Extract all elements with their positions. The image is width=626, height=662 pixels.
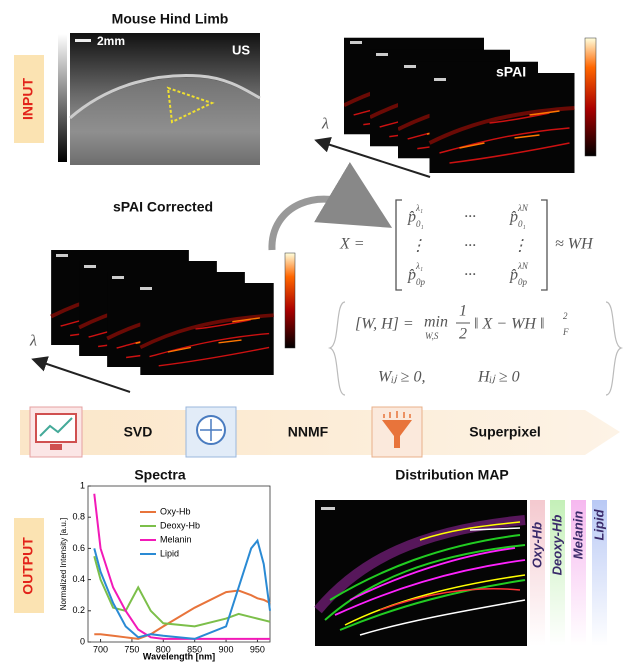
gray-colorbar [58, 34, 67, 162]
decoration [376, 53, 388, 56]
scale-label: 2mm [97, 34, 125, 48]
decoration [140, 283, 273, 375]
legend-label: Lipid [160, 548, 179, 558]
legend-label: Melanin [160, 534, 192, 544]
eq-lhs: X = [339, 236, 365, 253]
x-tick-label: 950 [250, 644, 265, 654]
decoration [430, 73, 575, 173]
x-tick-label: 750 [124, 644, 139, 654]
eq-rhs: ≈ WH [555, 236, 594, 253]
decoration [404, 65, 416, 68]
matrix-cell: ··· [464, 267, 476, 284]
matrix-cell-sup: λN [517, 203, 529, 213]
pipeline-step: Superpixel [469, 424, 541, 440]
decoration [50, 444, 62, 450]
matrix-cell: p̂ [407, 209, 416, 226]
spai-stack [344, 38, 575, 173]
matrix-cell: p̂ [509, 209, 518, 226]
matrix-cell-sup: λN [517, 261, 529, 271]
opt-norm: ‖ X − WH ‖ [474, 316, 544, 333]
opt-op: min [424, 314, 448, 331]
svd-icon [30, 407, 82, 457]
spai-label: sPAI [496, 64, 526, 80]
y-tick-label: 0 [80, 636, 85, 646]
pipeline-step: NNMF [288, 424, 329, 440]
opt-den: 2 [459, 326, 467, 343]
distribution-map [315, 500, 527, 646]
decoration [434, 78, 446, 81]
us-title: Mouse Hind Limb [112, 11, 229, 27]
decoration [36, 414, 76, 442]
matrix-cell-sup: λ₁ [415, 261, 423, 271]
hot-colorbar [285, 253, 295, 348]
matrix-cell: ··· [464, 238, 476, 255]
figure: INPUT Mouse Hind Limb 2mm US sPAI λ sPAI… [0, 0, 626, 662]
superpixel-icon [372, 407, 422, 457]
y-tick-label: 1 [80, 480, 85, 490]
matrix-cell-sub: 0p [518, 277, 528, 287]
legend-label: Deoxy-Hb [160, 520, 200, 530]
decoration [321, 507, 335, 510]
decoration [56, 254, 68, 257]
legend-label: Oxy-Hb [160, 506, 191, 516]
constraint: Hᵢⱼ ≥ 0 [477, 369, 520, 386]
opt-norm-sup: 2 [563, 311, 568, 321]
matrix-cell-sub: 0₁ [416, 219, 424, 229]
matrix-cell: p̂ [407, 267, 416, 284]
hot-colorbar [585, 38, 596, 156]
map-label: Oxy-Hb [529, 522, 544, 568]
opt-num: 1 [459, 303, 467, 320]
chart-title: Spectra [134, 467, 186, 483]
nnmf-icon [186, 407, 236, 457]
y-tick-label: 0.2 [72, 605, 85, 615]
y-tick-label: 0.4 [72, 574, 85, 584]
y-tick-label: 0.8 [72, 512, 85, 522]
matrix-cell: p̂ [509, 267, 518, 284]
decoration [112, 276, 124, 279]
decoration [84, 265, 96, 268]
lambda-label: λ [29, 333, 37, 350]
matrix-cell: ⋮ [512, 238, 528, 255]
opt-lhs: [W, H] = [355, 316, 414, 333]
output-label: OUTPUT [20, 537, 36, 595]
matrix-cell-sub: 0p [416, 277, 426, 287]
y-axis-label: Normalized Intensity [a.u.] [59, 518, 68, 610]
pipeline-step: SVD [124, 424, 153, 440]
map-label: Melanin [570, 511, 585, 559]
opt-op-sub: W,S [425, 331, 439, 341]
x-tick-label: 700 [93, 644, 108, 654]
map-label: Deoxy-Hb [549, 515, 564, 576]
decoration [140, 287, 152, 290]
matrix-cell-sub: 0₁ [518, 219, 526, 229]
map-title: Distribution MAP [395, 467, 509, 483]
corrected-title: sPAI Corrected [113, 199, 213, 215]
x-tick-label: 900 [219, 644, 234, 654]
matrix-cell: ··· [464, 209, 476, 226]
map-label: Lipid [591, 508, 606, 540]
decoration [75, 39, 91, 42]
x-axis-label: Wavelength [nm] [143, 651, 215, 661]
opt-norm-sub: F [562, 327, 569, 337]
series-line [94, 541, 270, 639]
matrix-cell: ⋮ [410, 238, 426, 255]
decoration [350, 41, 362, 44]
y-tick-label: 0.6 [72, 543, 85, 553]
input-label: INPUT [20, 78, 36, 120]
matrix-cell-sup: λ₁ [415, 203, 423, 213]
lambda-label: λ [321, 116, 329, 133]
constraint: Wᵢⱼ ≥ 0, [378, 369, 425, 386]
us-label: US [232, 42, 250, 57]
corrected-stack [51, 250, 274, 375]
